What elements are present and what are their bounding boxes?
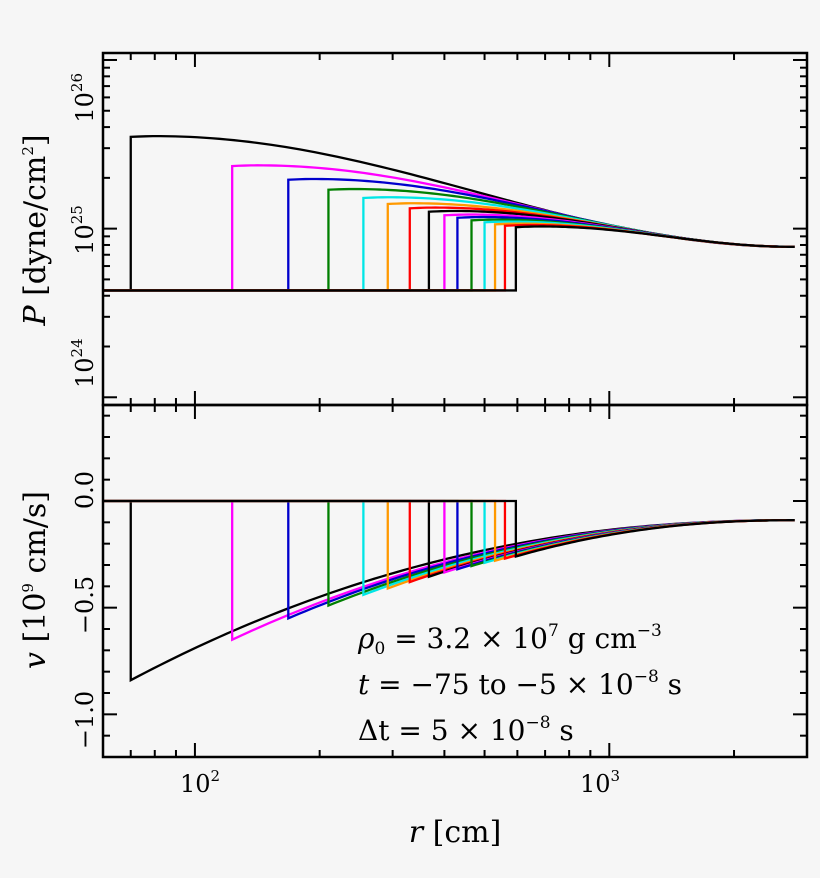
pressure-ytick-label: 1025 — [68, 205, 99, 255]
annotation-density: ρ0 = 3.2 × 107 g cm−3 — [357, 621, 662, 659]
pressure-series-line — [103, 218, 795, 292]
pressure-series-line — [103, 206, 795, 292]
xtick-label: 103 — [580, 767, 620, 798]
velocity-series-line — [103, 499, 795, 563]
pressure-series-line — [103, 209, 795, 292]
pressure-axis-label: P [dyne/cm2] — [18, 134, 53, 326]
pressure-series-line — [103, 220, 795, 292]
velocity-series-line — [103, 499, 795, 558]
velocity-ytick-label: −0.5 — [71, 576, 99, 634]
pressure-series-line — [103, 202, 795, 292]
velocity-ytick-label: −1.0 — [71, 691, 99, 749]
pressure-series-line — [103, 135, 795, 292]
annotation-time-range: t = −75 to −5 × 10−8 s — [358, 667, 682, 701]
xtick-label: 102 — [180, 767, 220, 798]
velocity-series-line — [103, 499, 795, 568]
pressure-series-line — [103, 225, 795, 292]
velocity-axis-label: v [109 cm/s] — [18, 491, 53, 669]
pressure-panel-frame — [101, 51, 809, 407]
pressure-series-line — [103, 222, 795, 292]
velocity-series-line — [103, 499, 795, 621]
annotation-time-step: Δt = 5 × 10−8 s — [358, 713, 574, 747]
pressure-series-line — [103, 223, 795, 292]
velocity-series-line — [103, 499, 795, 591]
pressure-series-line — [103, 215, 795, 292]
velocity-series-line — [103, 499, 795, 608]
velocity-series-line — [103, 499, 795, 597]
velocity-panel-frame — [101, 403, 809, 759]
x-axis-label: r [cm] — [409, 815, 502, 850]
velocity-ytick-label: 0.0 — [71, 471, 99, 509]
velocity-curves — [103, 499, 795, 683]
pressure-ytick-label: 1026 — [68, 73, 99, 123]
pressure-curves — [103, 135, 795, 292]
pressure-ytick-label: 1024 — [68, 338, 99, 388]
velocity-series-line — [103, 499, 795, 561]
velocity-series-line — [103, 499, 795, 565]
pressure-series-line — [103, 213, 795, 292]
